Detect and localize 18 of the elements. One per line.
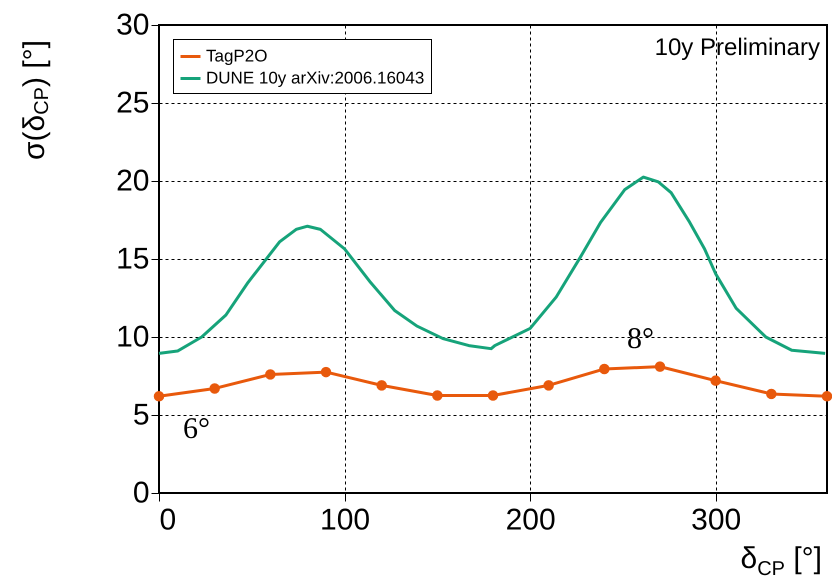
- y-tick-label: 15: [116, 242, 150, 276]
- y-tick-label: 5: [132, 398, 150, 432]
- x-tick-label: 300: [691, 504, 742, 536]
- annotation: 10y Preliminary: [654, 34, 820, 62]
- legend-label: DUNE 10y arXiv:2006.16043: [206, 68, 424, 88]
- y-tick-label: 0: [132, 476, 150, 510]
- y-tick-label: 25: [116, 86, 150, 120]
- y-tick-label: 10: [116, 320, 150, 354]
- x-tick-label: 100: [320, 504, 370, 536]
- y-tick-label: 20: [116, 164, 150, 198]
- line-series: [158, 176, 827, 355]
- annotation: 8°: [627, 322, 654, 356]
- x-axis-title: δ$_{CP}$ [°]: [740, 542, 822, 581]
- legend-label: TagP2O: [206, 46, 268, 66]
- annotation: 6°: [183, 412, 210, 446]
- x-tick-label: 200: [506, 504, 556, 536]
- x-tick-label: 0: [160, 504, 176, 536]
- y-tick-label: 30: [116, 8, 150, 42]
